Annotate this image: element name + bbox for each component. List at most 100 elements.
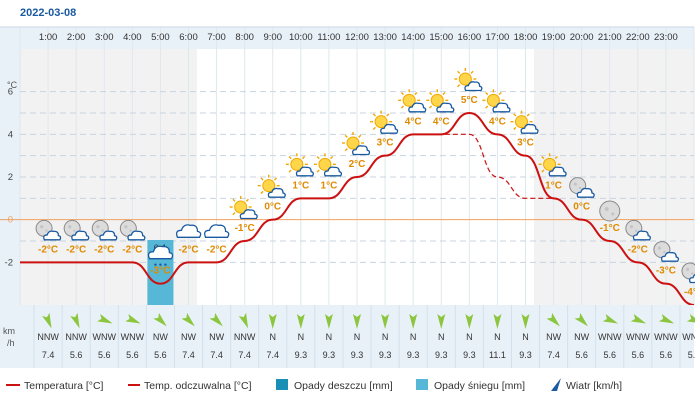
wind-arrow-shape [181,312,195,327]
wind-unit-bottom: /h [7,338,15,348]
hour-label: 17:00 [486,32,510,43]
partly-sunny-icon [229,196,258,220]
wind-speed-label: 7.4 [238,350,251,360]
wind-arrow-icon [465,314,474,329]
legend-wind-label: Wiatr [km/h] [566,380,622,392]
hour-label: 1:00 [39,32,58,43]
moon-crater [96,225,100,229]
cloud-shape [147,245,174,260]
temperature-data-label: 3°C [377,138,394,149]
wind-arrow-icon [521,314,530,329]
wind-speed-label: 5.6 [98,350,111,360]
cloud-shape [492,102,511,113]
sun-ray [428,105,433,109]
sun-ray [344,148,348,152]
sun-ray [485,92,489,96]
y-axis: -2 0 2 4 6 [5,87,13,269]
night-cloudy-icon [681,262,695,284]
hour-label: 3:00 [95,32,114,43]
wind-direction-label: NW [153,332,168,342]
sun-ray [457,84,461,88]
cloud-shape [175,224,202,238]
y-tick-label: 6 [8,87,13,98]
sun-ray [513,113,517,117]
wind-arrow-shape [97,314,113,324]
wind-speed-label: 7.4 [266,350,279,360]
hour-label: 18:00 [514,32,538,43]
wind-arrow-shape [437,314,446,329]
sun-ray [232,212,236,216]
wind-speed-label: 5.6 [70,350,83,360]
sun-ray [372,126,376,130]
partly-sunny-icon [482,89,511,113]
sun-ray [457,70,461,74]
temperature-data-label: 1°C [545,180,562,191]
cloudy-icon [204,224,230,238]
partly-sunny-icon [538,153,567,177]
hour-label: 9:00 [264,32,283,43]
cloud-shape [436,102,455,113]
wind-direction-label: WNW [626,332,650,342]
moon-disc [599,200,621,222]
sun-ray [232,198,236,202]
temperature-data-label: -2°C [66,244,86,255]
hour-label: 2:00 [67,32,86,43]
wind-direction-label: NW [209,332,224,342]
wind-direction-label: N [522,332,529,342]
hour-label: 20:00 [570,32,594,43]
wind-arrow-shape [546,312,560,327]
legend-wind-icon [551,378,561,391]
cloud-shape [408,102,427,113]
y-tick-label: 2 [8,172,13,183]
moon-crater [129,229,132,232]
moon-crater [40,225,44,229]
night-cloudy-icon [91,219,118,241]
temperature-data-label: 0°C [573,202,590,213]
cloud-shape [520,123,539,134]
hour-label: 4:00 [123,32,142,43]
sun-ray [358,134,362,138]
sun-ray [400,105,405,109]
moon-crater [604,207,609,211]
wind-speed-label: 9.3 [351,350,364,360]
wind-speed-label: 9.3 [519,350,532,360]
partly-sunny-icon [257,174,286,198]
sun-disc [318,157,332,171]
chart-date: 2022-03-08 [20,7,76,19]
wind-arrow-icon [97,314,113,324]
night-cloudy-icon [63,219,90,241]
wind-direction-label: WNW [93,332,117,342]
wind-arrow-shape [493,314,502,329]
sun-disc [262,179,276,193]
wind-speed-label: 9.3 [323,350,336,360]
moon-crater [578,186,582,190]
wind-speed-label: 5.6 [126,350,139,360]
y-tick-label: 0 [8,215,13,226]
night-cloudy-icon [569,177,595,198]
temperature-data-label: 0°C [264,202,281,213]
sun-ray [288,156,292,160]
moon-crater [635,229,638,232]
wind-direction-label: N [466,332,473,342]
wind-arrow-icon [268,314,277,329]
legend-rain-label: Opady deszczu [mm] [294,380,393,392]
wind-speed-label: 11.1 [489,350,506,360]
moon-crater [68,225,72,229]
snowflake-dot [154,263,157,266]
sun-disc [374,115,388,129]
wind-direction-label: NNW [65,332,87,342]
sun-ray [541,169,545,173]
sun-ray [316,169,320,173]
snowflake-dot [159,263,162,266]
hour-label: 5:00 [151,32,170,43]
legend-feels-like-label: Temp. odczuwalna [°C] [144,380,252,392]
wind-direction-label: N [382,332,389,342]
wind-arrow-shape [209,312,223,327]
cloud-shape [239,209,258,220]
temperature-data-label: -1°C [600,223,620,234]
wind-arrow-shape [268,314,277,329]
cloud-shape [548,166,567,177]
cloud-shape [71,230,90,241]
sun-ray [260,177,264,181]
